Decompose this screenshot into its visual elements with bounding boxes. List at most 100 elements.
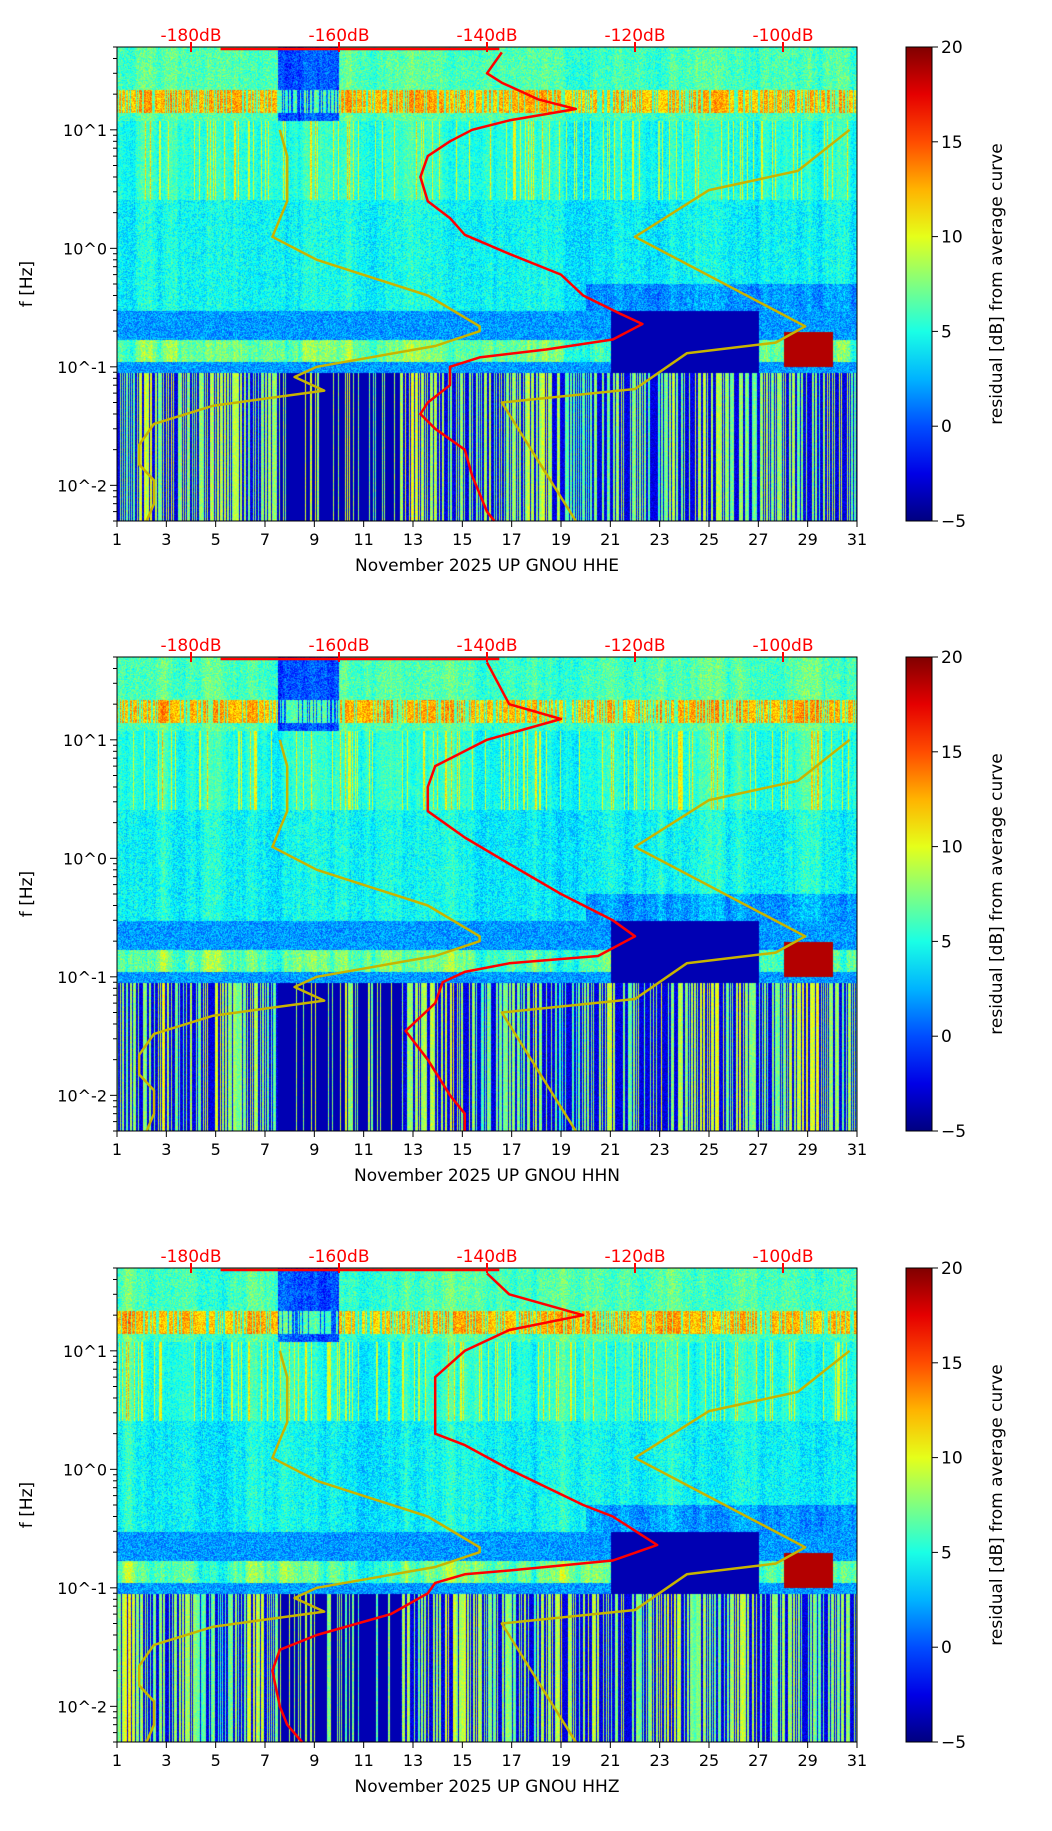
x-tick-label: 9	[309, 530, 319, 549]
x-tick-label: 25	[699, 1140, 719, 1159]
top-db-tick-label: -120dB	[604, 636, 665, 656]
x-tick-label: 31	[847, 1140, 867, 1159]
y-tick-label: 10^0	[63, 849, 107, 868]
colorbar-tick-label: 0	[941, 1638, 952, 1658]
x-tick-label: 9	[309, 1140, 319, 1159]
x-tick-label: 15	[452, 530, 472, 549]
y-tick-label: 10^-2	[57, 1697, 107, 1716]
spectrogram-panel-0: 1 3 5 7 9 11 13 15 17 19 21 23 25 27 29 31 November 2025…	[0, 0, 1052, 610]
x-tick-label: 27	[748, 1140, 768, 1159]
x-tick-label: 23	[649, 1140, 669, 1159]
x-tick-label: 21	[600, 1140, 620, 1159]
x-tick-label: 31	[847, 530, 867, 549]
x-tick-label: 3	[161, 1140, 171, 1159]
colorbar-tick-label: −5	[941, 1733, 966, 1753]
y-tick-label: 10^-2	[57, 476, 107, 495]
y-tick-label: 10^1	[63, 1342, 107, 1361]
colorbar-label: residual [dB] from average curve	[987, 753, 1007, 1034]
x-tick-label: 11	[353, 530, 373, 549]
x-tick-label: 29	[797, 1751, 817, 1770]
y-axis-label: f [Hz]	[17, 1482, 37, 1528]
x-tick-label: 9	[309, 1751, 319, 1770]
x-tick-label: 17	[501, 530, 521, 549]
average-psd-line	[404, 661, 637, 1131]
colorbar-tick-label: 20	[941, 38, 963, 58]
colorbar-label: residual [dB] from average curve	[987, 1364, 1007, 1645]
spectrogram-heatmap	[117, 1268, 857, 1742]
spectrogram-panel-2: 1 3 5 7 9 11 13 15 17 19 21 23 25 27 29 31 November 2025…	[0, 1221, 1052, 1831]
nlnm-line	[137, 1350, 481, 1743]
average-psd-line	[419, 51, 644, 522]
x-tick-label: 1	[112, 530, 122, 549]
plot-frame	[116, 656, 858, 1132]
top-db-tick-label: -180dB	[160, 1247, 221, 1267]
top-db-tick-label: -120dB	[604, 1247, 665, 1267]
colorbar-tick-label: 5	[941, 1543, 952, 1563]
x-tick-label: 15	[452, 1751, 472, 1770]
x-tick-label: 27	[748, 530, 768, 549]
colorbar-tick-label: 15	[941, 1354, 963, 1374]
colorbar-tick-label: 10	[941, 1449, 963, 1469]
x-tick-label: 25	[699, 1751, 719, 1770]
y-tick-label: 10^0	[63, 1460, 107, 1479]
x-tick-label: 31	[847, 1751, 867, 1770]
top-db-tick-label: -160dB	[308, 636, 369, 656]
x-axis-label: November 2025 UP GNOU HHN	[354, 1166, 620, 1186]
x-tick-label: 7	[260, 1751, 270, 1770]
top-db-tick-label: -180dB	[160, 26, 221, 46]
nhnm-line	[500, 128, 851, 522]
spectrogram-panel-1: 1 3 5 7 9 11 13 15 17 19 21 23 25 27 29 31 November 2025…	[0, 610, 1052, 1220]
colorbar-tick-label: −5	[941, 1122, 966, 1142]
y-tick-label: 10^-1	[57, 968, 107, 987]
x-tick-label: 11	[353, 1751, 373, 1770]
x-tick-label: 25	[699, 530, 719, 549]
colorbar-tick-label: 20	[941, 1259, 963, 1279]
colorbar	[905, 656, 933, 1132]
x-tick-label: 21	[600, 530, 620, 549]
x-tick-label: 1	[112, 1140, 122, 1159]
y-tick-label: 10^1	[63, 121, 107, 140]
nhnm-line	[500, 738, 851, 1132]
colorbar-tick-label: 20	[941, 648, 963, 668]
x-axis-label: November 2025 UP GNOU HHZ	[355, 1777, 620, 1797]
x-tick-label: 21	[600, 1751, 620, 1770]
colorbar-tick-label: −5	[941, 512, 966, 532]
x-tick-label: 13	[403, 530, 423, 549]
nhnm-line	[500, 1349, 851, 1743]
x-tick-label: 3	[161, 530, 171, 549]
colorbar-label: residual [dB] from average curve	[987, 143, 1007, 424]
top-db-tick-label: -100dB	[752, 636, 813, 656]
top-db-tick-label: -140dB	[456, 26, 517, 46]
x-tick-label: 29	[797, 1140, 817, 1159]
x-tick-label: 13	[403, 1140, 423, 1159]
spectrogram-heatmap	[117, 657, 857, 1131]
colorbar-tick-label: 10	[941, 228, 963, 248]
x-tick-label: 17	[501, 1751, 521, 1770]
x-tick-label: 11	[353, 1140, 373, 1159]
colorbar-tick-label: 5	[941, 932, 952, 952]
x-tick-label: 7	[260, 530, 270, 549]
top-db-tick-label: -140dB	[456, 1247, 517, 1267]
colorbar-tick-label: 0	[941, 417, 952, 437]
x-tick-label: 19	[551, 1140, 571, 1159]
y-tick-label: 10^0	[63, 239, 107, 258]
x-tick-label: 23	[649, 530, 669, 549]
x-tick-label: 15	[452, 1140, 472, 1159]
top-db-tick-label: -160dB	[308, 26, 369, 46]
nlnm-line	[137, 129, 481, 522]
x-tick-label: 5	[211, 530, 221, 549]
x-tick-label: 5	[211, 1751, 221, 1770]
x-tick-label: 19	[551, 530, 571, 549]
colorbar-tick-label: 0	[941, 1027, 952, 1047]
colorbar-tick-label: 15	[941, 743, 963, 763]
colorbar	[905, 46, 933, 522]
plot-frame	[116, 46, 858, 522]
top-db-tick-label: -100dB	[752, 26, 813, 46]
x-tick-label: 19	[551, 1751, 571, 1770]
top-db-tick-label: -120dB	[604, 26, 665, 46]
y-axis-label: f [Hz]	[17, 871, 37, 917]
top-db-tick-label: -160dB	[308, 1247, 369, 1267]
